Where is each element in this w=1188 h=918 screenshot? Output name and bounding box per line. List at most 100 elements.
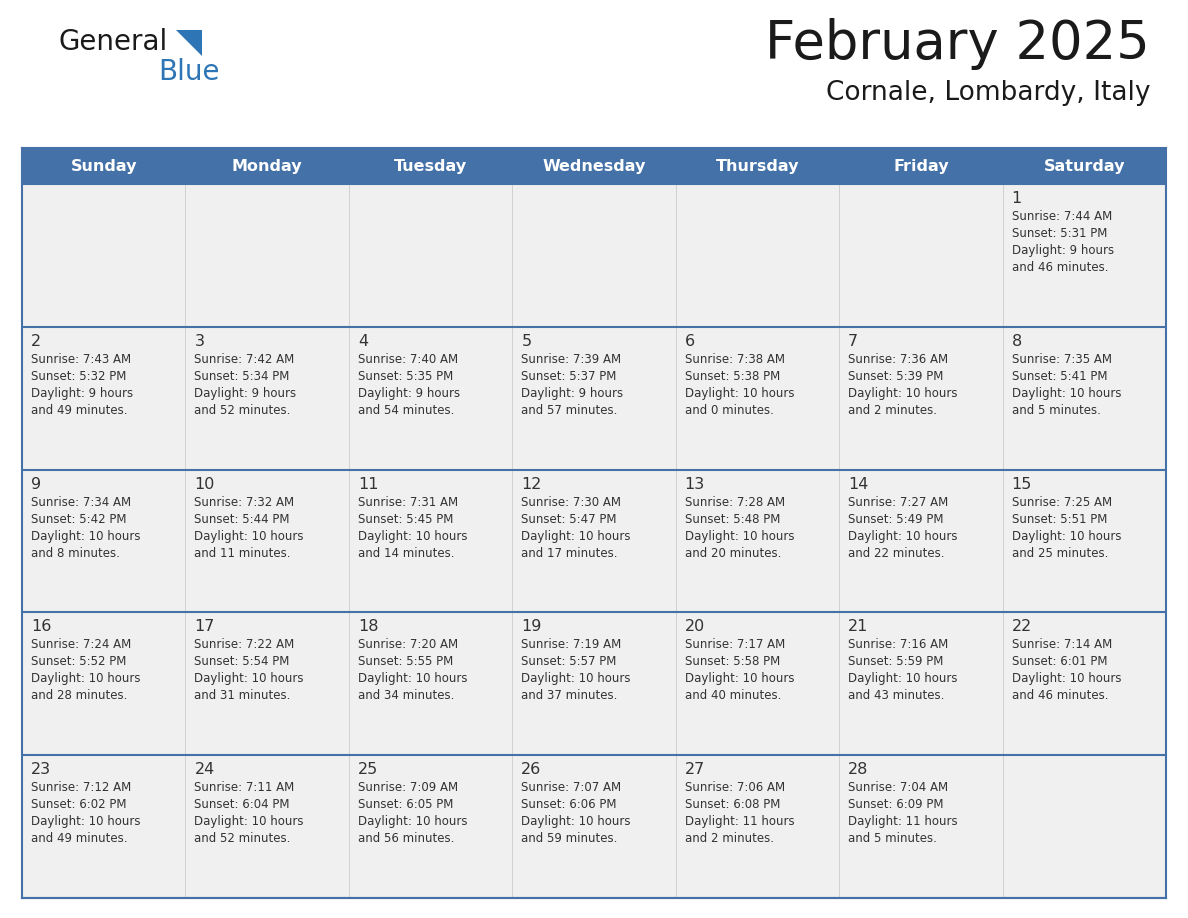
Text: and 46 minutes.: and 46 minutes. (1011, 689, 1108, 702)
Text: and 37 minutes.: and 37 minutes. (522, 689, 618, 702)
Text: Sunset: 5:42 PM: Sunset: 5:42 PM (31, 512, 126, 526)
Text: Sunset: 5:49 PM: Sunset: 5:49 PM (848, 512, 943, 526)
Text: Sunset: 5:48 PM: Sunset: 5:48 PM (684, 512, 781, 526)
Bar (23, 327, 1165, 470)
Text: General: General (58, 28, 168, 56)
Text: Thursday: Thursday (715, 159, 800, 174)
Text: Daylight: 10 hours: Daylight: 10 hours (31, 815, 140, 828)
Text: Sunset: 5:39 PM: Sunset: 5:39 PM (848, 370, 943, 383)
Text: and 46 minutes.: and 46 minutes. (1011, 261, 1108, 274)
Text: and 52 minutes.: and 52 minutes. (195, 833, 291, 845)
Text: 15: 15 (1011, 476, 1032, 492)
Text: Daylight: 10 hours: Daylight: 10 hours (358, 672, 467, 686)
Text: and 2 minutes.: and 2 minutes. (848, 404, 937, 417)
Text: Sunset: 5:37 PM: Sunset: 5:37 PM (522, 370, 617, 383)
Text: Sunset: 5:45 PM: Sunset: 5:45 PM (358, 512, 454, 526)
Text: Daylight: 9 hours: Daylight: 9 hours (31, 386, 133, 400)
Bar (23, 756, 1165, 898)
Text: Daylight: 10 hours: Daylight: 10 hours (195, 672, 304, 686)
Text: and 49 minutes.: and 49 minutes. (31, 833, 127, 845)
Text: and 56 minutes.: and 56 minutes. (358, 833, 454, 845)
Text: Sunrise: 7:28 AM: Sunrise: 7:28 AM (684, 496, 785, 509)
Text: 23: 23 (31, 762, 51, 778)
Text: Sunset: 5:38 PM: Sunset: 5:38 PM (684, 370, 781, 383)
Bar (23, 148, 1165, 184)
Text: Daylight: 10 hours: Daylight: 10 hours (522, 530, 631, 543)
Text: and 5 minutes.: and 5 minutes. (848, 833, 937, 845)
Text: 7: 7 (848, 334, 858, 349)
Text: Sunrise: 7:20 AM: Sunrise: 7:20 AM (358, 638, 459, 652)
Text: and 25 minutes.: and 25 minutes. (1011, 546, 1108, 560)
Text: Sunset: 6:06 PM: Sunset: 6:06 PM (522, 798, 617, 812)
Text: Sunrise: 7:43 AM: Sunrise: 7:43 AM (31, 353, 131, 365)
Text: Sunrise: 7:17 AM: Sunrise: 7:17 AM (684, 638, 785, 652)
Text: 12: 12 (522, 476, 542, 492)
Text: Monday: Monday (232, 159, 303, 174)
Text: Saturday: Saturday (1043, 159, 1125, 174)
Text: 25: 25 (358, 762, 378, 778)
Text: and 57 minutes.: and 57 minutes. (522, 404, 618, 417)
Text: Daylight: 10 hours: Daylight: 10 hours (358, 530, 467, 543)
Text: Sunset: 6:08 PM: Sunset: 6:08 PM (684, 798, 781, 812)
Text: Friday: Friday (893, 159, 949, 174)
Text: 14: 14 (848, 476, 868, 492)
Text: and 20 minutes.: and 20 minutes. (684, 546, 781, 560)
Bar (23, 184, 1165, 327)
Text: Sunset: 5:41 PM: Sunset: 5:41 PM (1011, 370, 1107, 383)
Text: Sunrise: 7:36 AM: Sunrise: 7:36 AM (848, 353, 948, 365)
Text: Sunrise: 7:30 AM: Sunrise: 7:30 AM (522, 496, 621, 509)
Text: Daylight: 11 hours: Daylight: 11 hours (684, 815, 795, 828)
Text: and 31 minutes.: and 31 minutes. (195, 689, 291, 702)
Text: 19: 19 (522, 620, 542, 634)
Text: Sunset: 6:02 PM: Sunset: 6:02 PM (31, 798, 126, 812)
Text: 10: 10 (195, 476, 215, 492)
Text: 4: 4 (358, 334, 368, 349)
Text: Sunset: 5:55 PM: Sunset: 5:55 PM (358, 655, 453, 668)
Text: Wednesday: Wednesday (542, 159, 646, 174)
Text: Sunset: 5:44 PM: Sunset: 5:44 PM (195, 512, 290, 526)
Text: Sunset: 5:31 PM: Sunset: 5:31 PM (1011, 227, 1107, 240)
Text: and 11 minutes.: and 11 minutes. (195, 546, 291, 560)
Text: Sunrise: 7:31 AM: Sunrise: 7:31 AM (358, 496, 459, 509)
Text: 2: 2 (31, 334, 42, 349)
Text: Sunrise: 7:19 AM: Sunrise: 7:19 AM (522, 638, 621, 652)
Text: and 34 minutes.: and 34 minutes. (358, 689, 454, 702)
Text: Sunset: 5:34 PM: Sunset: 5:34 PM (195, 370, 290, 383)
Text: Sunrise: 7:42 AM: Sunrise: 7:42 AM (195, 353, 295, 365)
Text: 13: 13 (684, 476, 704, 492)
Text: Sunset: 6:04 PM: Sunset: 6:04 PM (195, 798, 290, 812)
Text: 3: 3 (195, 334, 204, 349)
Bar (23, 612, 1165, 756)
Text: Daylight: 9 hours: Daylight: 9 hours (358, 386, 460, 400)
Text: Sunrise: 7:04 AM: Sunrise: 7:04 AM (848, 781, 948, 794)
Text: and 40 minutes.: and 40 minutes. (684, 689, 781, 702)
Text: 27: 27 (684, 762, 704, 778)
Text: Sunset: 6:01 PM: Sunset: 6:01 PM (1011, 655, 1107, 668)
Text: Daylight: 10 hours: Daylight: 10 hours (522, 672, 631, 686)
Text: 21: 21 (848, 620, 868, 634)
Text: Daylight: 10 hours: Daylight: 10 hours (31, 530, 140, 543)
Text: and 0 minutes.: and 0 minutes. (684, 404, 773, 417)
Text: 11: 11 (358, 476, 378, 492)
Text: Sunrise: 7:06 AM: Sunrise: 7:06 AM (684, 781, 785, 794)
Text: Daylight: 10 hours: Daylight: 10 hours (1011, 672, 1121, 686)
Text: Sunrise: 7:35 AM: Sunrise: 7:35 AM (1011, 353, 1112, 365)
Text: and 54 minutes.: and 54 minutes. (358, 404, 454, 417)
Text: Sunrise: 7:12 AM: Sunrise: 7:12 AM (31, 781, 131, 794)
Text: Sunrise: 7:24 AM: Sunrise: 7:24 AM (31, 638, 131, 652)
Bar (23, 470, 1165, 612)
Text: 6: 6 (684, 334, 695, 349)
Text: Sunrise: 7:40 AM: Sunrise: 7:40 AM (358, 353, 459, 365)
Text: Blue: Blue (158, 58, 220, 86)
Text: Sunset: 5:59 PM: Sunset: 5:59 PM (848, 655, 943, 668)
Text: Daylight: 10 hours: Daylight: 10 hours (358, 815, 467, 828)
Text: February 2025: February 2025 (765, 18, 1150, 70)
Text: Daylight: 10 hours: Daylight: 10 hours (195, 815, 304, 828)
Text: Sunrise: 7:11 AM: Sunrise: 7:11 AM (195, 781, 295, 794)
Text: 5: 5 (522, 334, 531, 349)
Text: Sunrise: 7:34 AM: Sunrise: 7:34 AM (31, 496, 131, 509)
Text: Daylight: 10 hours: Daylight: 10 hours (684, 530, 795, 543)
Text: Sunrise: 7:09 AM: Sunrise: 7:09 AM (358, 781, 459, 794)
Text: Sunset: 5:52 PM: Sunset: 5:52 PM (31, 655, 126, 668)
Text: and 8 minutes.: and 8 minutes. (31, 546, 120, 560)
